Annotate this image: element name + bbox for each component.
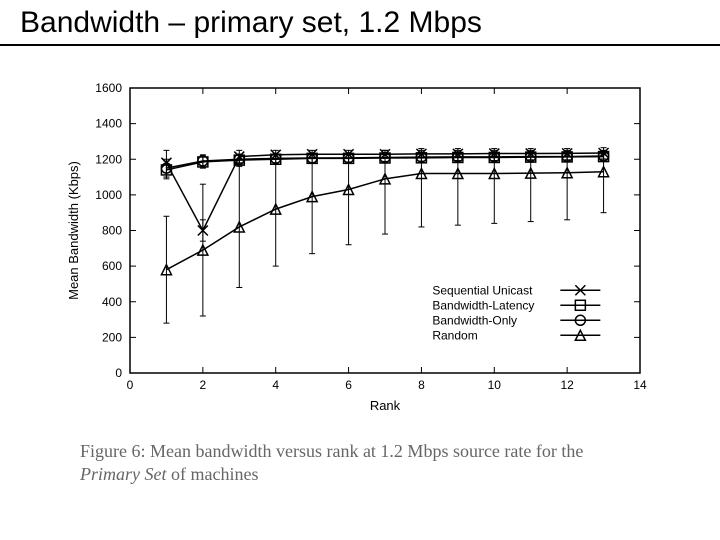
- title-underline: [0, 44, 720, 46]
- caption-suffix: of machines: [166, 464, 258, 484]
- svg-text:1400: 1400: [95, 117, 122, 131]
- svg-text:1000: 1000: [95, 188, 122, 202]
- caption-prefix: Figure 6: Mean bandwidth versus rank at …: [80, 441, 583, 461]
- svg-text:200: 200: [102, 330, 122, 344]
- svg-text:2: 2: [200, 378, 207, 392]
- svg-text:Bandwidth-Only: Bandwidth-Only: [432, 313, 517, 327]
- svg-text:0: 0: [115, 366, 122, 380]
- svg-text:1200: 1200: [95, 152, 122, 166]
- figure-caption: Figure 6: Mean bandwidth versus rank at …: [80, 440, 640, 485]
- svg-text:0: 0: [127, 378, 134, 392]
- svg-text:800: 800: [102, 224, 122, 238]
- svg-text:1600: 1600: [95, 81, 122, 95]
- svg-text:10: 10: [488, 378, 502, 392]
- svg-text:Sequential Unicast: Sequential Unicast: [432, 283, 533, 297]
- bandwidth-chart: 0 2 4 6 8 10 12 14 0 200 400 600 800 1000 1200 1400 1600…: [60, 78, 660, 418]
- caption-italic: Primary Set: [80, 464, 166, 484]
- svg-text:12: 12: [560, 378, 574, 392]
- chart-svg: 0 2 4 6 8 10 12 14 0 200 400 600 800 1000 1200 1400 1600…: [60, 78, 660, 418]
- svg-text:8: 8: [418, 378, 425, 392]
- svg-text:14: 14: [633, 378, 647, 392]
- svg-text:6: 6: [345, 378, 352, 392]
- svg-text:600: 600: [102, 259, 122, 273]
- svg-text:Mean Bandwidth (Kbps): Mean Bandwidth (Kbps): [66, 161, 81, 300]
- svg-text:400: 400: [102, 295, 122, 309]
- svg-text:4: 4: [272, 378, 279, 392]
- slide-title: Bandwidth – primary set, 1.2 Mbps: [20, 6, 700, 40]
- svg-text:Bandwidth-Latency: Bandwidth-Latency: [432, 298, 534, 312]
- svg-text:Rank: Rank: [370, 398, 401, 413]
- svg-text:Random: Random: [432, 328, 477, 342]
